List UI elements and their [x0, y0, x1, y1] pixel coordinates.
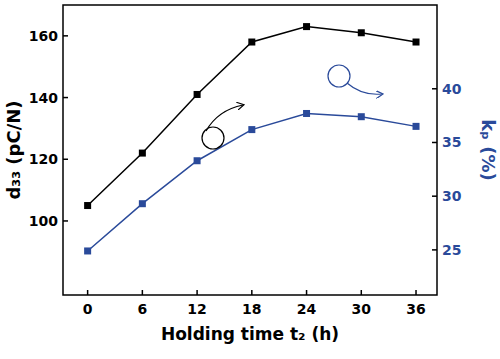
x-tick-label: 12: [187, 301, 206, 317]
series-line: [88, 113, 416, 250]
y2-tick-label: 30: [442, 188, 462, 204]
y-tick: [63, 159, 68, 161]
y2-tick: [432, 195, 437, 197]
x-tick-label: 0: [83, 301, 93, 317]
y-tick: [63, 35, 68, 37]
series-marker: [358, 29, 365, 36]
series-marker: [139, 200, 146, 207]
y-tick: [63, 220, 68, 222]
series-marker: [194, 91, 201, 98]
x-tick-label: 24: [297, 301, 317, 317]
series-marker: [303, 110, 310, 117]
indicator-arrow: [347, 83, 382, 94]
y-tick-label: 100: [29, 213, 58, 229]
series-marker: [248, 39, 255, 46]
x-tick-label: 36: [406, 301, 425, 317]
y-axis-label: d₃₃ (pC/N): [3, 100, 24, 199]
series-marker: [413, 123, 420, 130]
chart: 0 6 12 18 24 30 36 100 120 140 160 25 30 35 40 Holding …: [0, 0, 500, 359]
chart-svg: 0 6 12 18 24 30 36 100 120 140 160 25 30 35 40 Holding …: [0, 0, 500, 359]
x-tick-label: 18: [242, 301, 261, 317]
series-marker: [139, 150, 146, 157]
x-tick: [196, 290, 198, 295]
series-marker: [358, 113, 365, 120]
axis-indicators: [202, 65, 382, 149]
x-axis-label: Holding time t₂ (h): [161, 324, 339, 344]
x-tick: [361, 290, 363, 295]
y-tick-label: 160: [29, 28, 58, 44]
y2-tick: [432, 88, 437, 90]
x-tick: [415, 290, 417, 295]
x-tick: [87, 290, 89, 295]
series-marker: [303, 23, 310, 30]
x-tick: [306, 290, 308, 295]
y2-tick: [432, 142, 437, 144]
x-tick-label: 30: [352, 301, 372, 317]
series-marker: [248, 126, 255, 133]
x-tick: [142, 290, 144, 295]
x-tick-label: 6: [137, 301, 147, 317]
indicator-arrow: [206, 105, 243, 131]
indicator-circle: [202, 127, 224, 149]
plot-area: [84, 23, 419, 254]
y2-axis-label: kₚ (%): [478, 119, 499, 180]
plot-frame: [63, 5, 437, 295]
y2-tick-label: 35: [442, 134, 461, 150]
y-tick: [63, 97, 68, 99]
series-marker: [194, 157, 201, 164]
y-tick-label: 120: [29, 151, 58, 167]
series-line: [88, 27, 416, 206]
series-marker: [413, 39, 420, 46]
series-marker: [84, 202, 91, 209]
indicator-circle: [328, 65, 350, 87]
y2-tick-label: 40: [442, 81, 462, 97]
y-tick-label: 140: [29, 90, 58, 106]
y2-tick-label: 25: [442, 242, 461, 258]
x-tick: [251, 290, 253, 295]
series-marker: [84, 247, 91, 254]
y2-tick: [432, 249, 437, 251]
